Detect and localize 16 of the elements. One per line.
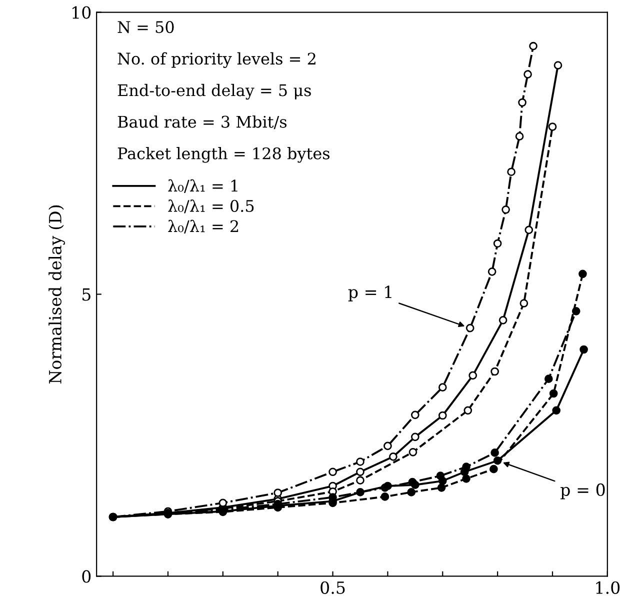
- annotation: No. of priority levels = 2: [118, 52, 316, 68]
- annotation: Baud rate = 3 Mbit/s: [118, 115, 287, 130]
- y-tick-label: 0: [82, 570, 91, 583]
- annotation: p = 0: [560, 483, 605, 500]
- legend-label: λ₀/λ₁ = 2: [168, 220, 238, 234]
- annotation: Packet length = 128 bytes: [118, 147, 330, 163]
- x-tick-label: 1.0: [596, 581, 620, 594]
- y-tick-label: 5: [82, 288, 90, 301]
- annotation: End-to-end delay = 5 μs: [118, 84, 311, 100]
- legend-label: λ₀/λ₁ = 0.5: [168, 200, 254, 214]
- annotation: N = 50: [118, 21, 174, 34]
- annotation: p = 1: [348, 286, 392, 302]
- y-tick-label: 10: [72, 6, 91, 19]
- y-axis-title: Normalised delay (D): [48, 205, 65, 384]
- legend-label: λ₀/λ₁ = 1: [168, 179, 238, 193]
- x-tick-label: 0.5: [320, 581, 345, 594]
